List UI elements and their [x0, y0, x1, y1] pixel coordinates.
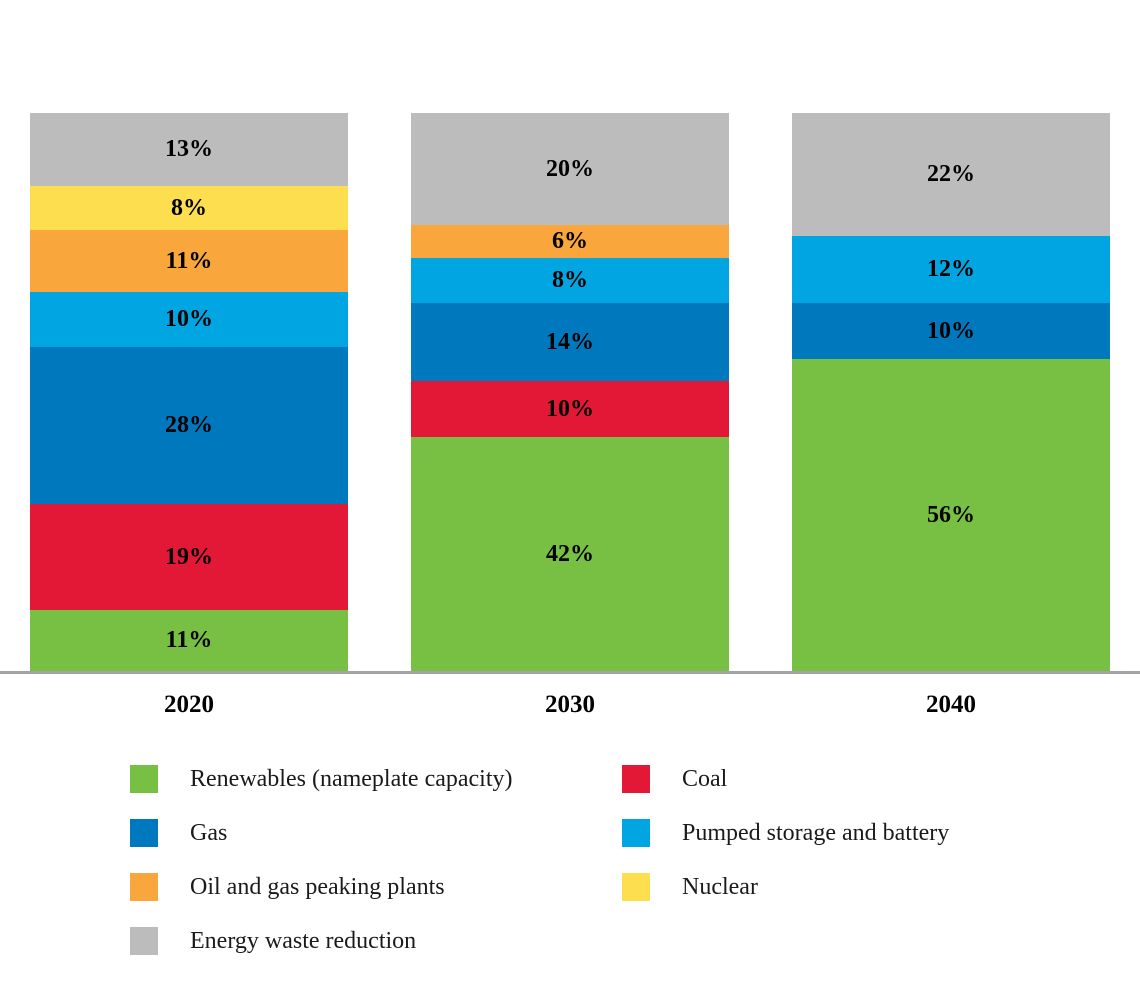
segment-value-label: 56% — [927, 501, 975, 528]
stacked-bar-2040: 56% 10% 12% 22% — [792, 113, 1110, 671]
legend-item-pumped-storage-and-battery: Pumped storage and battery — [622, 819, 949, 847]
stacked-bar-2030: 42% 10% 14% 8% 6% 20% — [411, 113, 729, 671]
legend-item-energy-waste-reduction: Energy waste reduction — [130, 927, 416, 955]
segment-oil-and-gas-peaking-plants-2020: 11% — [30, 230, 348, 292]
legend-swatch-pumped-storage-and-battery — [622, 819, 650, 847]
x-axis-label-2030: 2030 — [545, 691, 595, 718]
segment-value-label: 13% — [165, 136, 213, 163]
segment-oil-and-gas-peaking-plants-2030: 6% — [411, 224, 729, 259]
segment-nuclear-2020: 8% — [30, 185, 348, 231]
segment-renewables-nameplate-capacity-2040: 56% — [792, 358, 1110, 671]
segment-value-label: 12% — [927, 256, 975, 283]
segment-pumped-storage-and-battery-2030: 8% — [411, 258, 729, 303]
legend-swatch-gas — [130, 819, 158, 847]
plot-area: 11% 19% 28% 10% 11% 8% 13% 42% 10% 14% 8% 6% 20% 56% 1… — [0, 113, 1140, 674]
segment-value-label: 10% — [546, 395, 594, 422]
segment-renewables-nameplate-capacity-2020: 11% — [30, 609, 348, 671]
legend-swatch-renewables-nameplate-capacity — [130, 765, 158, 793]
legend-item-nuclear: Nuclear — [622, 873, 758, 901]
segment-energy-waste-reduction-2040: 22% — [792, 113, 1110, 236]
stacked-bar-2020: 11% 19% 28% 10% 11% 8% 13% — [30, 113, 348, 671]
segment-energy-waste-reduction-2030: 20% — [411, 113, 729, 225]
segment-value-label: 22% — [927, 161, 975, 188]
legend-label-nuclear: Nuclear — [682, 873, 758, 900]
segment-coal-2030: 10% — [411, 380, 729, 437]
segment-value-label: 6% — [552, 228, 588, 255]
segment-value-label: 10% — [927, 317, 975, 344]
legend-item-renewables-nameplate-capacity: Renewables (nameplate capacity) — [130, 765, 513, 793]
legend-swatch-nuclear — [622, 873, 650, 901]
legend-label-gas: Gas — [190, 819, 228, 846]
legend-item-gas: Gas — [130, 819, 227, 847]
segment-energy-waste-reduction-2020: 13% — [30, 113, 348, 186]
segment-value-label: 14% — [546, 328, 594, 355]
segment-value-label: 28% — [165, 412, 213, 439]
segment-value-label: 20% — [546, 155, 594, 182]
segment-gas-2030: 14% — [411, 302, 729, 381]
legend-swatch-energy-waste-reduction — [130, 927, 158, 955]
legend-label-renewables-nameplate-capacity: Renewables (nameplate capacity) — [190, 765, 513, 792]
segment-value-label: 11% — [165, 247, 213, 274]
legend-swatch-oil-and-gas-peaking-plants — [130, 873, 158, 901]
segment-value-label: 19% — [165, 543, 213, 570]
segment-pumped-storage-and-battery-2040: 12% — [792, 235, 1110, 303]
legend-label-energy-waste-reduction: Energy waste reduction — [190, 927, 417, 954]
segment-value-label: 11% — [165, 627, 213, 654]
segment-renewables-nameplate-capacity-2030: 42% — [411, 436, 729, 671]
segment-value-label: 8% — [552, 267, 588, 294]
legend-label-oil-and-gas-peaking-plants: Oil and gas peaking plants — [190, 873, 445, 900]
x-axis-line — [0, 671, 1140, 674]
legend-swatch-coal — [622, 765, 650, 793]
legend-label-coal: Coal — [682, 765, 728, 792]
segment-value-label: 10% — [165, 306, 213, 333]
segment-coal-2020: 19% — [30, 503, 348, 610]
legend-item-coal: Coal — [622, 765, 727, 793]
x-axis-label-2040: 2040 — [926, 691, 976, 718]
legend-label-pumped-storage-and-battery: Pumped storage and battery — [682, 819, 950, 846]
segment-pumped-storage-and-battery-2020: 10% — [30, 291, 348, 348]
segment-value-label: 8% — [171, 194, 207, 221]
segment-gas-2040: 10% — [792, 302, 1110, 359]
x-axis-label-2020: 2020 — [164, 691, 214, 718]
segment-gas-2020: 28% — [30, 347, 348, 504]
segment-value-label: 42% — [546, 540, 594, 567]
legend-item-oil-and-gas-peaking-plants: Oil and gas peaking plants — [130, 873, 445, 901]
